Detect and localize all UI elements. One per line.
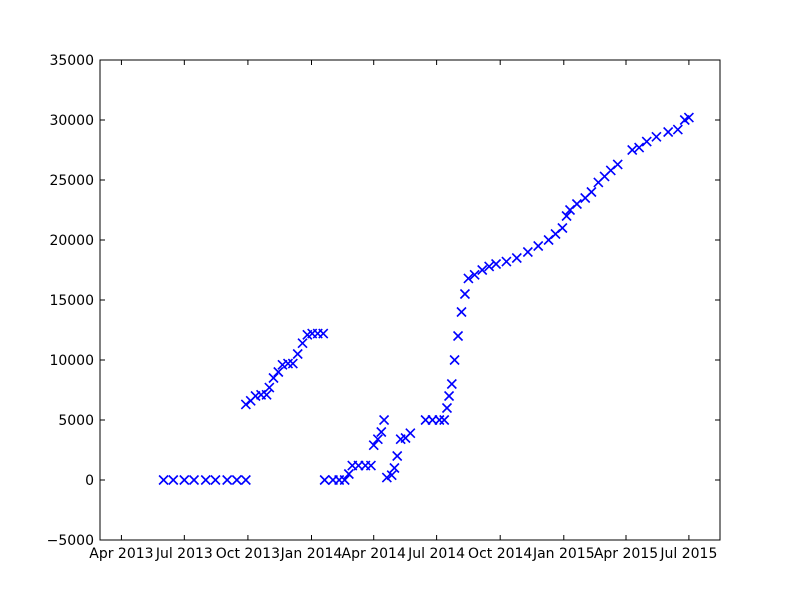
data-point	[379, 414, 390, 426]
data-point	[511, 252, 522, 264]
data-point	[240, 474, 251, 486]
data-point	[441, 402, 453, 414]
data-point	[557, 222, 568, 234]
x-tick-label: Oct 2013	[216, 546, 280, 562]
x-axis: Apr 2013 Jul 2013 Oct 2013 Jan 2014 Apr 2014…	[89, 60, 717, 562]
data-point	[318, 328, 329, 339]
data-point	[456, 306, 467, 318]
data-point	[469, 269, 480, 280]
data-point	[439, 414, 450, 426]
data-point	[179, 474, 190, 486]
x-tick-label: Jul 2013	[155, 546, 213, 562]
y-axis: 35000 30000 25000 20000 15000 10000 5000 0 −5000	[47, 53, 720, 549]
data-point	[612, 159, 623, 170]
data-point	[210, 474, 221, 486]
data-point	[484, 261, 495, 272]
data-point	[158, 474, 169, 486]
data-point	[372, 434, 383, 445]
plot-frame	[99, 59, 721, 541]
data-point	[405, 428, 416, 439]
y-tick-label: 5000	[58, 413, 94, 429]
data-point	[273, 366, 284, 378]
data-point	[683, 112, 694, 123]
data-point	[641, 136, 652, 147]
y-tick-label: 10000	[49, 353, 94, 369]
y-tick-label: 20000	[49, 233, 94, 249]
data-point	[561, 210, 572, 222]
data-point	[627, 144, 638, 156]
data-point	[231, 474, 242, 486]
data-point	[459, 288, 471, 300]
data-point	[672, 124, 683, 135]
data-point	[434, 414, 445, 426]
data-point	[287, 358, 298, 369]
y-tick-label: 25000	[49, 173, 94, 189]
x-tick-label: Oct 2014	[468, 546, 532, 562]
data-point	[452, 330, 464, 342]
data-point	[365, 460, 377, 471]
plot-area	[100, 60, 720, 540]
data-point	[240, 399, 251, 410]
data-point	[477, 264, 488, 276]
data-point	[522, 246, 533, 258]
x-tick-label: Jul 2015	[659, 546, 717, 562]
data-point	[663, 126, 674, 138]
data-point	[188, 474, 200, 486]
data-point	[222, 474, 233, 486]
data-point	[268, 372, 279, 384]
data-point	[292, 348, 303, 360]
data-point	[264, 382, 275, 393]
y-tick-label: 0	[85, 473, 94, 489]
data-point	[443, 390, 455, 402]
data-point	[343, 468, 354, 480]
data-point	[376, 426, 387, 438]
x-tick-label: Apr 2013	[89, 546, 153, 562]
data-point	[446, 378, 457, 390]
data-point	[651, 131, 662, 142]
data-point	[261, 389, 272, 400]
data-point	[586, 186, 597, 198]
data-marks	[158, 112, 694, 486]
data-point	[386, 470, 397, 481]
data-point	[634, 142, 645, 153]
data-point	[200, 474, 211, 486]
x-tick-label: Jan 2014	[280, 546, 343, 562]
x-tick-label: Apr 2014	[342, 546, 406, 562]
data-point	[168, 474, 179, 486]
data-point	[571, 198, 582, 210]
data-point	[463, 273, 474, 284]
data-point	[297, 338, 308, 349]
x-tick-label: Apr 2015	[594, 546, 658, 562]
data-point	[490, 258, 502, 270]
data-point	[381, 472, 392, 483]
data-point	[282, 358, 294, 369]
x-tick-label: Jul 2014	[407, 546, 465, 562]
data-point	[533, 240, 544, 252]
y-tick-label: 15000	[49, 293, 94, 309]
x-tick-label: Jan 2015	[532, 546, 595, 562]
y-tick-label: 30000	[49, 113, 94, 129]
y-tick-label: 35000	[49, 53, 94, 69]
data-point	[319, 474, 330, 486]
data-point	[449, 354, 460, 366]
data-point	[368, 440, 379, 451]
y-tick-label: −5000	[47, 533, 94, 549]
data-point	[501, 256, 512, 267]
data-point	[392, 450, 403, 462]
data-point	[389, 462, 400, 474]
data-point	[339, 474, 350, 486]
